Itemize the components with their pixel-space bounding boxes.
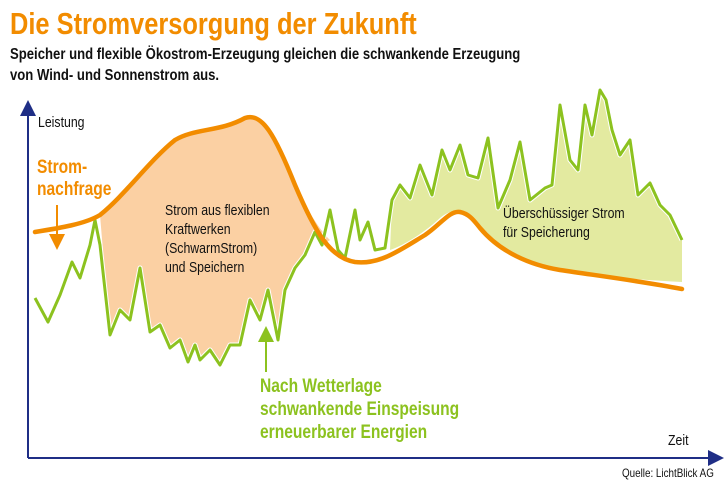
subtitle-line-2: von Wind- und Sonnenstrom aus. [10, 67, 220, 84]
deficit-label-3: (SchwarmStrom) [165, 240, 258, 257]
y-axis-label: Leistung [38, 114, 85, 131]
renewables-label-3: erneuerbarer Energien [260, 422, 428, 443]
subtitle-line-1: Speicher und flexible Ökostrom-Erzeugung… [10, 46, 521, 63]
surplus-area [390, 90, 682, 282]
deficit-label-4: und Speichern [165, 259, 245, 276]
surplus-label-1: Überschüssiger Strom [503, 205, 625, 222]
deficit-label-1: Strom aus flexiblen [165, 202, 270, 219]
demand-label-2: nachfrage [37, 179, 112, 200]
deficit-label-2: Kraftwerken [165, 221, 231, 238]
renewables-line [33, 88, 684, 367]
demand-label-1: Strom- [37, 157, 88, 178]
x-axis-label: Zeit [668, 432, 689, 449]
source-credit: Quelle: LichtBlick AG [622, 466, 714, 480]
demand-curve [32, 114, 685, 292]
surplus-label-2: für Speicherung [503, 224, 590, 241]
page-title: Die Stromversorgung der Zukunft [10, 6, 417, 41]
renewables-label-2: schwankende Einspeisung [260, 399, 460, 420]
renewables-label-1: Nach Wetterlage [260, 376, 382, 397]
